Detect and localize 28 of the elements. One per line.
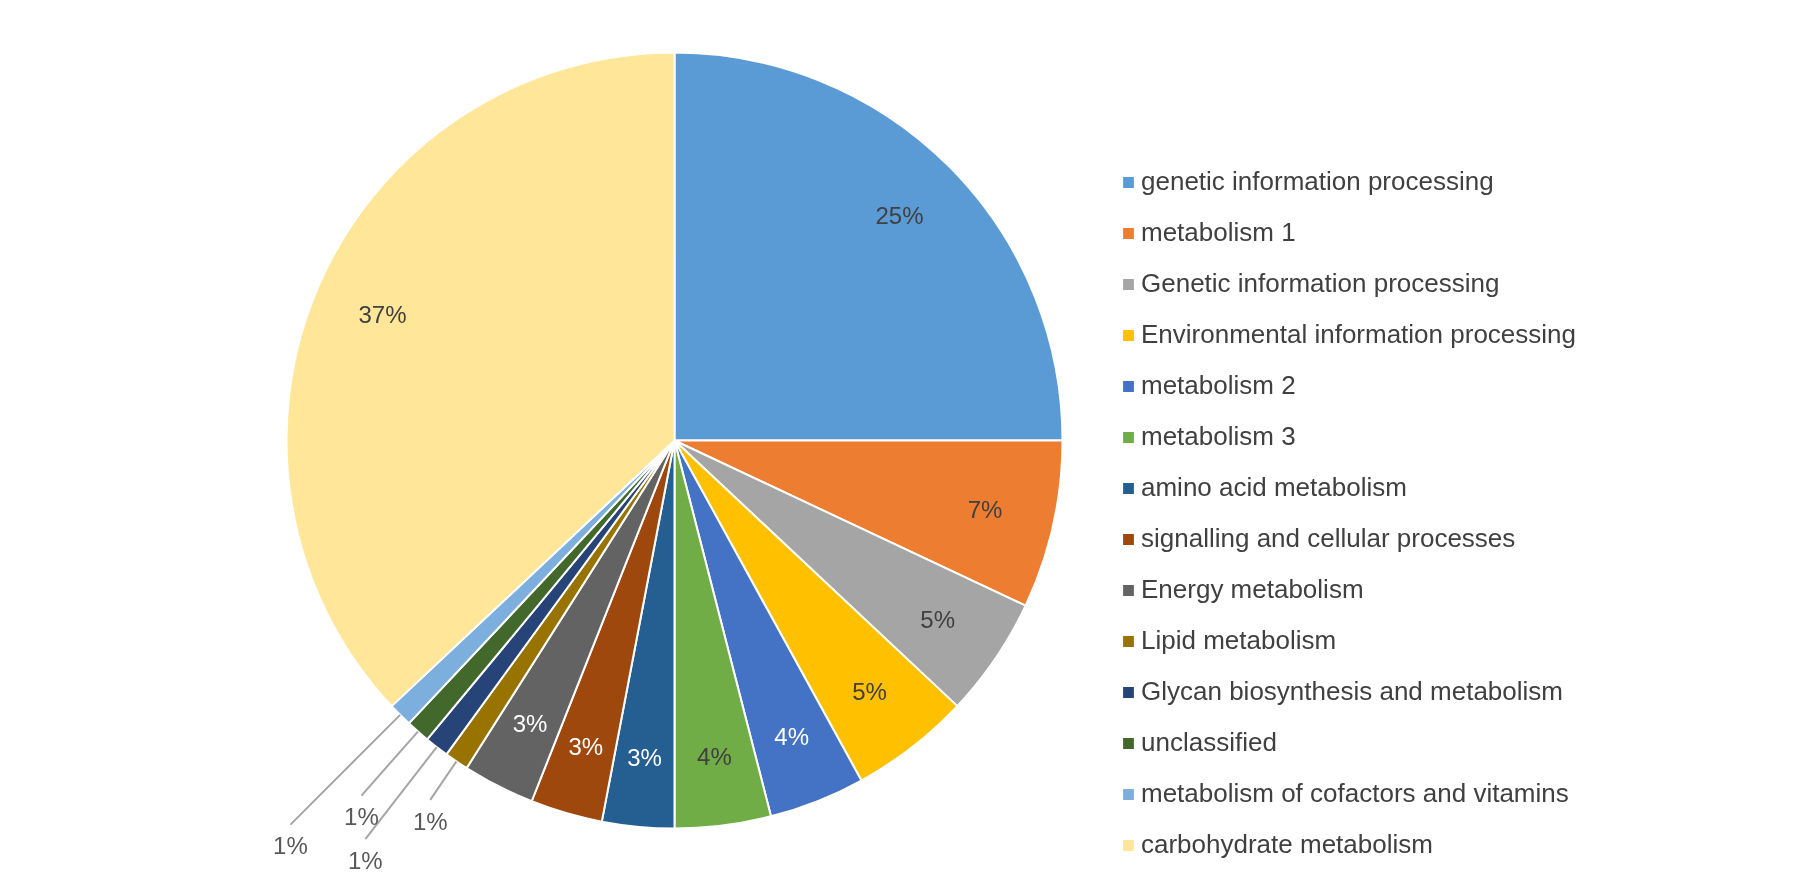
legend-label: Glycan biosynthesis and metabolism: [1141, 676, 1563, 707]
data-label: 3%: [568, 732, 604, 760]
legend-label: Lipid metabolism: [1141, 625, 1337, 656]
data-label: 25%: [875, 202, 924, 230]
data-label: 7%: [967, 496, 1003, 524]
legend-label: amino acid metabolism: [1141, 472, 1407, 503]
data-label: 5%: [852, 678, 887, 706]
legend-label: carbohydrate metabolism: [1141, 829, 1433, 860]
legend-label: Energy metabolism: [1141, 574, 1364, 605]
data-label: 1%: [344, 803, 379, 831]
data-label: 5%: [920, 605, 955, 633]
legend-label: Environmental information processing: [1141, 319, 1576, 350]
data-label: 37%: [358, 300, 407, 328]
legend-label: metabolism of cofactors and vitamins: [1141, 778, 1569, 809]
data-label: 3%: [512, 710, 548, 738]
legend-label: unclassified: [1141, 727, 1277, 758]
legend-label: metabolism 1: [1141, 217, 1296, 248]
legend-label: metabolism 2: [1141, 370, 1296, 401]
data-label: 1%: [273, 832, 308, 860]
data-label: 1%: [412, 807, 448, 835]
legend-label: signalling and cellular processes: [1141, 523, 1516, 554]
data-label: 3%: [627, 743, 662, 771]
legend-label: Genetic information processing: [1141, 268, 1500, 299]
legend-label: metabolism 3: [1141, 421, 1296, 452]
data-label: 4%: [697, 742, 732, 770]
data-label: 4%: [774, 722, 809, 750]
data-label: 1%: [348, 846, 383, 874]
legend-label: genetic information processing: [1141, 166, 1494, 197]
